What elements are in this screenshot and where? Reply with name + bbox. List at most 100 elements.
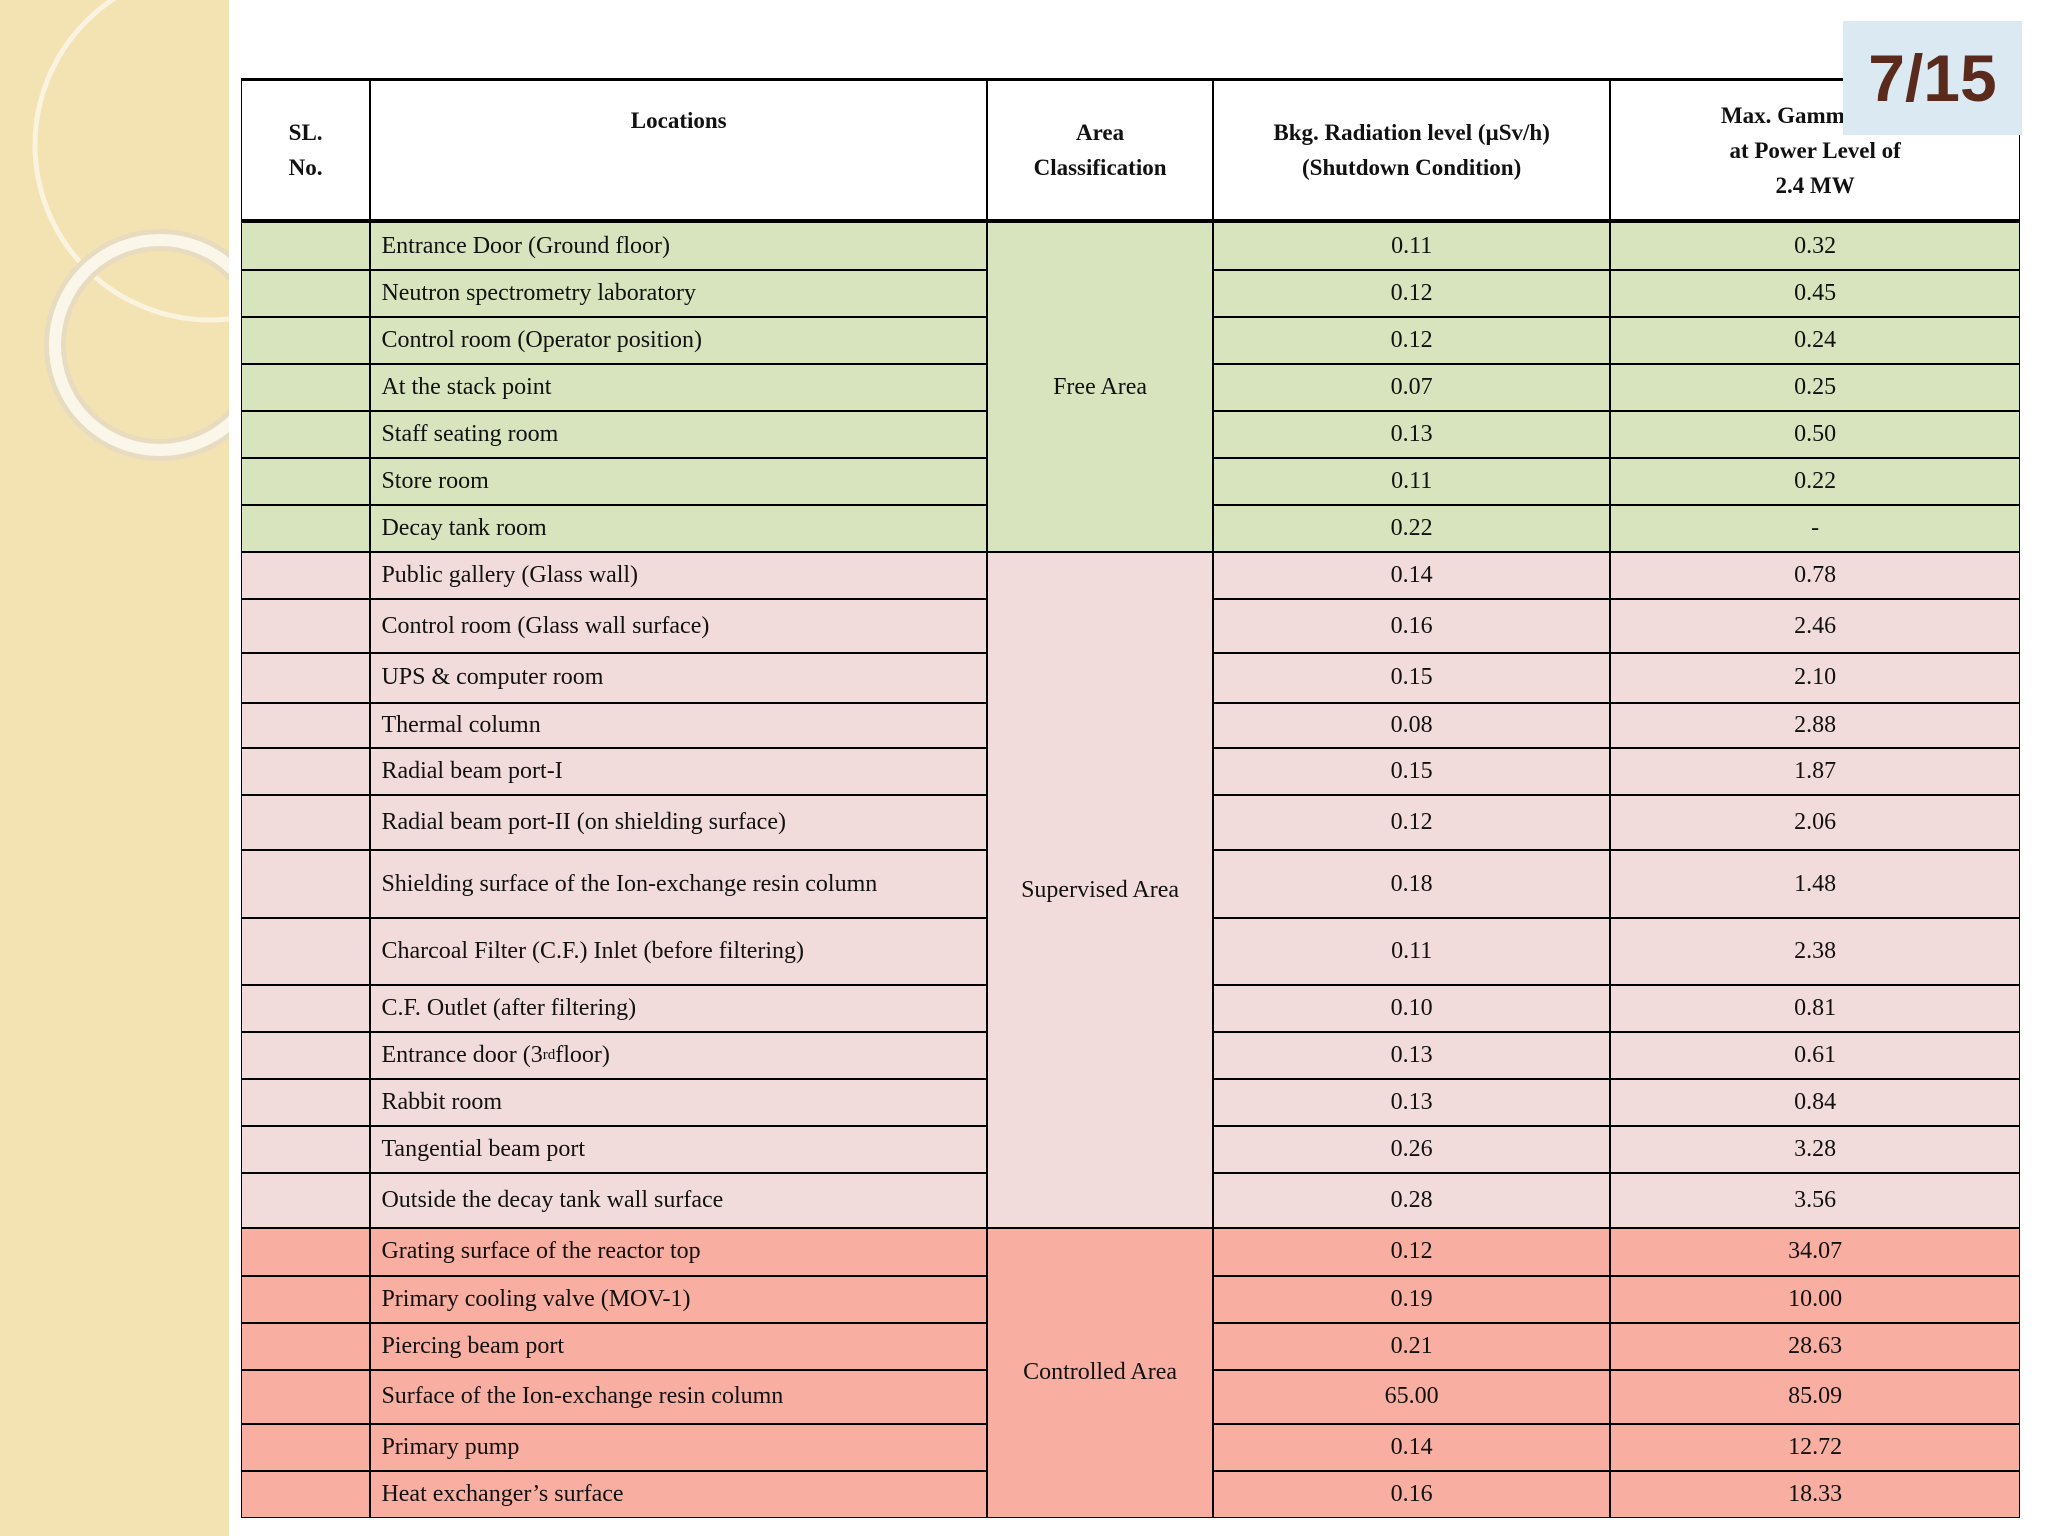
location-cell: Grating surface of the reactor top [370, 1227, 987, 1276]
location-cell: Radial beam port-I [370, 748, 987, 796]
bkg-cell: 0.16 [1213, 599, 1611, 653]
bkg-cell: 0.08 [1213, 702, 1611, 749]
max-cell: 2.10 [1610, 653, 2021, 703]
location-cell: Control room (Glass wall surface) [370, 599, 987, 653]
max-cell: 18.33 [1610, 1470, 2021, 1518]
max-cell: 0.45 [1610, 270, 2021, 318]
max-cell: 1.87 [1610, 748, 2021, 796]
bkg-cell: 0.13 [1213, 411, 1611, 459]
location-cell: C.F. Outlet (after filtering) [370, 984, 987, 1032]
sl-cell [240, 984, 371, 1032]
area-cell: Free Area [986, 222, 1214, 553]
location-cell: Staff seating room [370, 411, 987, 459]
location-cell: Entrance door (3 rd floor) [370, 1031, 987, 1079]
max-cell: 34.07 [1610, 1227, 2021, 1276]
bkg-cell: 0.26 [1213, 1125, 1611, 1173]
location-cell: Neutron spectrometry laboratory [370, 270, 987, 318]
bkg-cell: 0.07 [1213, 364, 1611, 412]
location-text: rd [542, 1046, 556, 1063]
max-cell: 0.32 [1610, 222, 2021, 271]
sl-cell [240, 1423, 371, 1471]
max-cell: 0.61 [1610, 1031, 2021, 1079]
side-decoration [0, 0, 229, 1536]
location-cell: Surface of the Ion-exchange resin column [370, 1369, 987, 1424]
location-text: floor) [555, 1041, 610, 1068]
max-cell: 0.25 [1610, 364, 2021, 412]
header-text: Area [1076, 120, 1125, 146]
header-text: (Shutdown Condition) [1302, 155, 1522, 181]
sl-cell [240, 458, 371, 506]
max-cell: 0.50 [1610, 411, 2021, 459]
sl-cell [240, 364, 371, 412]
bkg-cell: 0.11 [1213, 458, 1611, 506]
bkg-cell: 0.13 [1213, 1031, 1611, 1079]
max-cell: 0.84 [1610, 1078, 2021, 1126]
sl-cell [240, 702, 371, 749]
max-cell: 28.63 [1610, 1322, 2021, 1370]
max-cell: 85.09 [1610, 1369, 2021, 1424]
sl-cell [240, 1470, 371, 1518]
sl-cell [240, 222, 371, 271]
max-cell: 0.81 [1610, 984, 2021, 1032]
ring [49, 234, 229, 456]
bkg-cell: 0.13 [1213, 1078, 1611, 1126]
location-cell: Tangential beam port [370, 1125, 987, 1173]
sl-cell [240, 795, 371, 851]
max-cell: 2.06 [1610, 795, 2021, 851]
ring [32, 0, 229, 323]
location-cell: Heat exchanger’s surface [370, 1470, 987, 1518]
sl-cell [240, 918, 371, 985]
header-text: 2.4 MW [1775, 172, 1855, 198]
location-cell: At the stack point [370, 364, 987, 412]
bkg-cell: 0.18 [1213, 850, 1611, 919]
location-cell: Control room (Operator position) [370, 317, 987, 365]
location-cell: Public gallery (Glass wall) [370, 552, 987, 600]
header-text: No. [288, 155, 323, 181]
location-cell: Rabbit room [370, 1078, 987, 1126]
bkg-cell: 0.11 [1213, 222, 1611, 271]
location-text: Entrance door (3 [381, 1041, 543, 1068]
bkg-cell: 0.14 [1213, 1423, 1611, 1471]
bkg-cell: 0.12 [1213, 795, 1611, 851]
max-cell: 3.28 [1610, 1125, 2021, 1173]
bkg-cell: 0.10 [1213, 984, 1611, 1032]
sl-cell [240, 1227, 371, 1276]
bkg-cell: 0.11 [1213, 918, 1611, 985]
sl-cell [240, 552, 371, 600]
max-cell: 0.24 [1610, 317, 2021, 365]
max-cell: 2.46 [1610, 599, 2021, 653]
header-cell: Bkg. Radiation level (µSv/h) (Shutdown Co… [1213, 78, 1611, 223]
max-cell: 1.48 [1610, 850, 2021, 919]
location-cell: Decay tank room [370, 505, 987, 553]
bkg-cell: 0.19 [1213, 1275, 1611, 1323]
sl-cell [240, 270, 371, 318]
sl-cell [240, 599, 371, 653]
sl-cell [240, 1031, 371, 1079]
location-cell: UPS & computer room [370, 653, 987, 703]
bkg-cell: 0.15 [1213, 653, 1611, 703]
header-text: SL. [288, 120, 323, 146]
sl-cell [240, 1369, 371, 1424]
location-cell: Entrance Door (Ground floor) [370, 222, 987, 271]
sl-cell [240, 411, 371, 459]
location-cell: Primary cooling valve (MOV-1) [370, 1275, 987, 1323]
bkg-cell: 0.22 [1213, 505, 1611, 553]
max-cell: 2.88 [1610, 702, 2021, 749]
header-cell: Area Classification [986, 78, 1214, 223]
header-text: Classification [1033, 155, 1167, 181]
max-cell: 0.78 [1610, 552, 2021, 600]
sl-cell [240, 1172, 371, 1228]
bkg-cell: 0.14 [1213, 552, 1611, 600]
sl-cell [240, 748, 371, 796]
bkg-cell: 0.12 [1213, 317, 1611, 365]
max-cell: 10.00 [1610, 1275, 2021, 1323]
side-strip [0, 0, 229, 1536]
header-cell: Locations [370, 78, 987, 223]
header-cell: SL. No. [240, 78, 371, 223]
area-cell: Controlled Area [986, 1227, 1214, 1518]
sl-cell [240, 505, 371, 553]
max-cell: 2.38 [1610, 918, 2021, 985]
location-cell: Store room [370, 458, 987, 506]
sl-cell [240, 1275, 371, 1323]
